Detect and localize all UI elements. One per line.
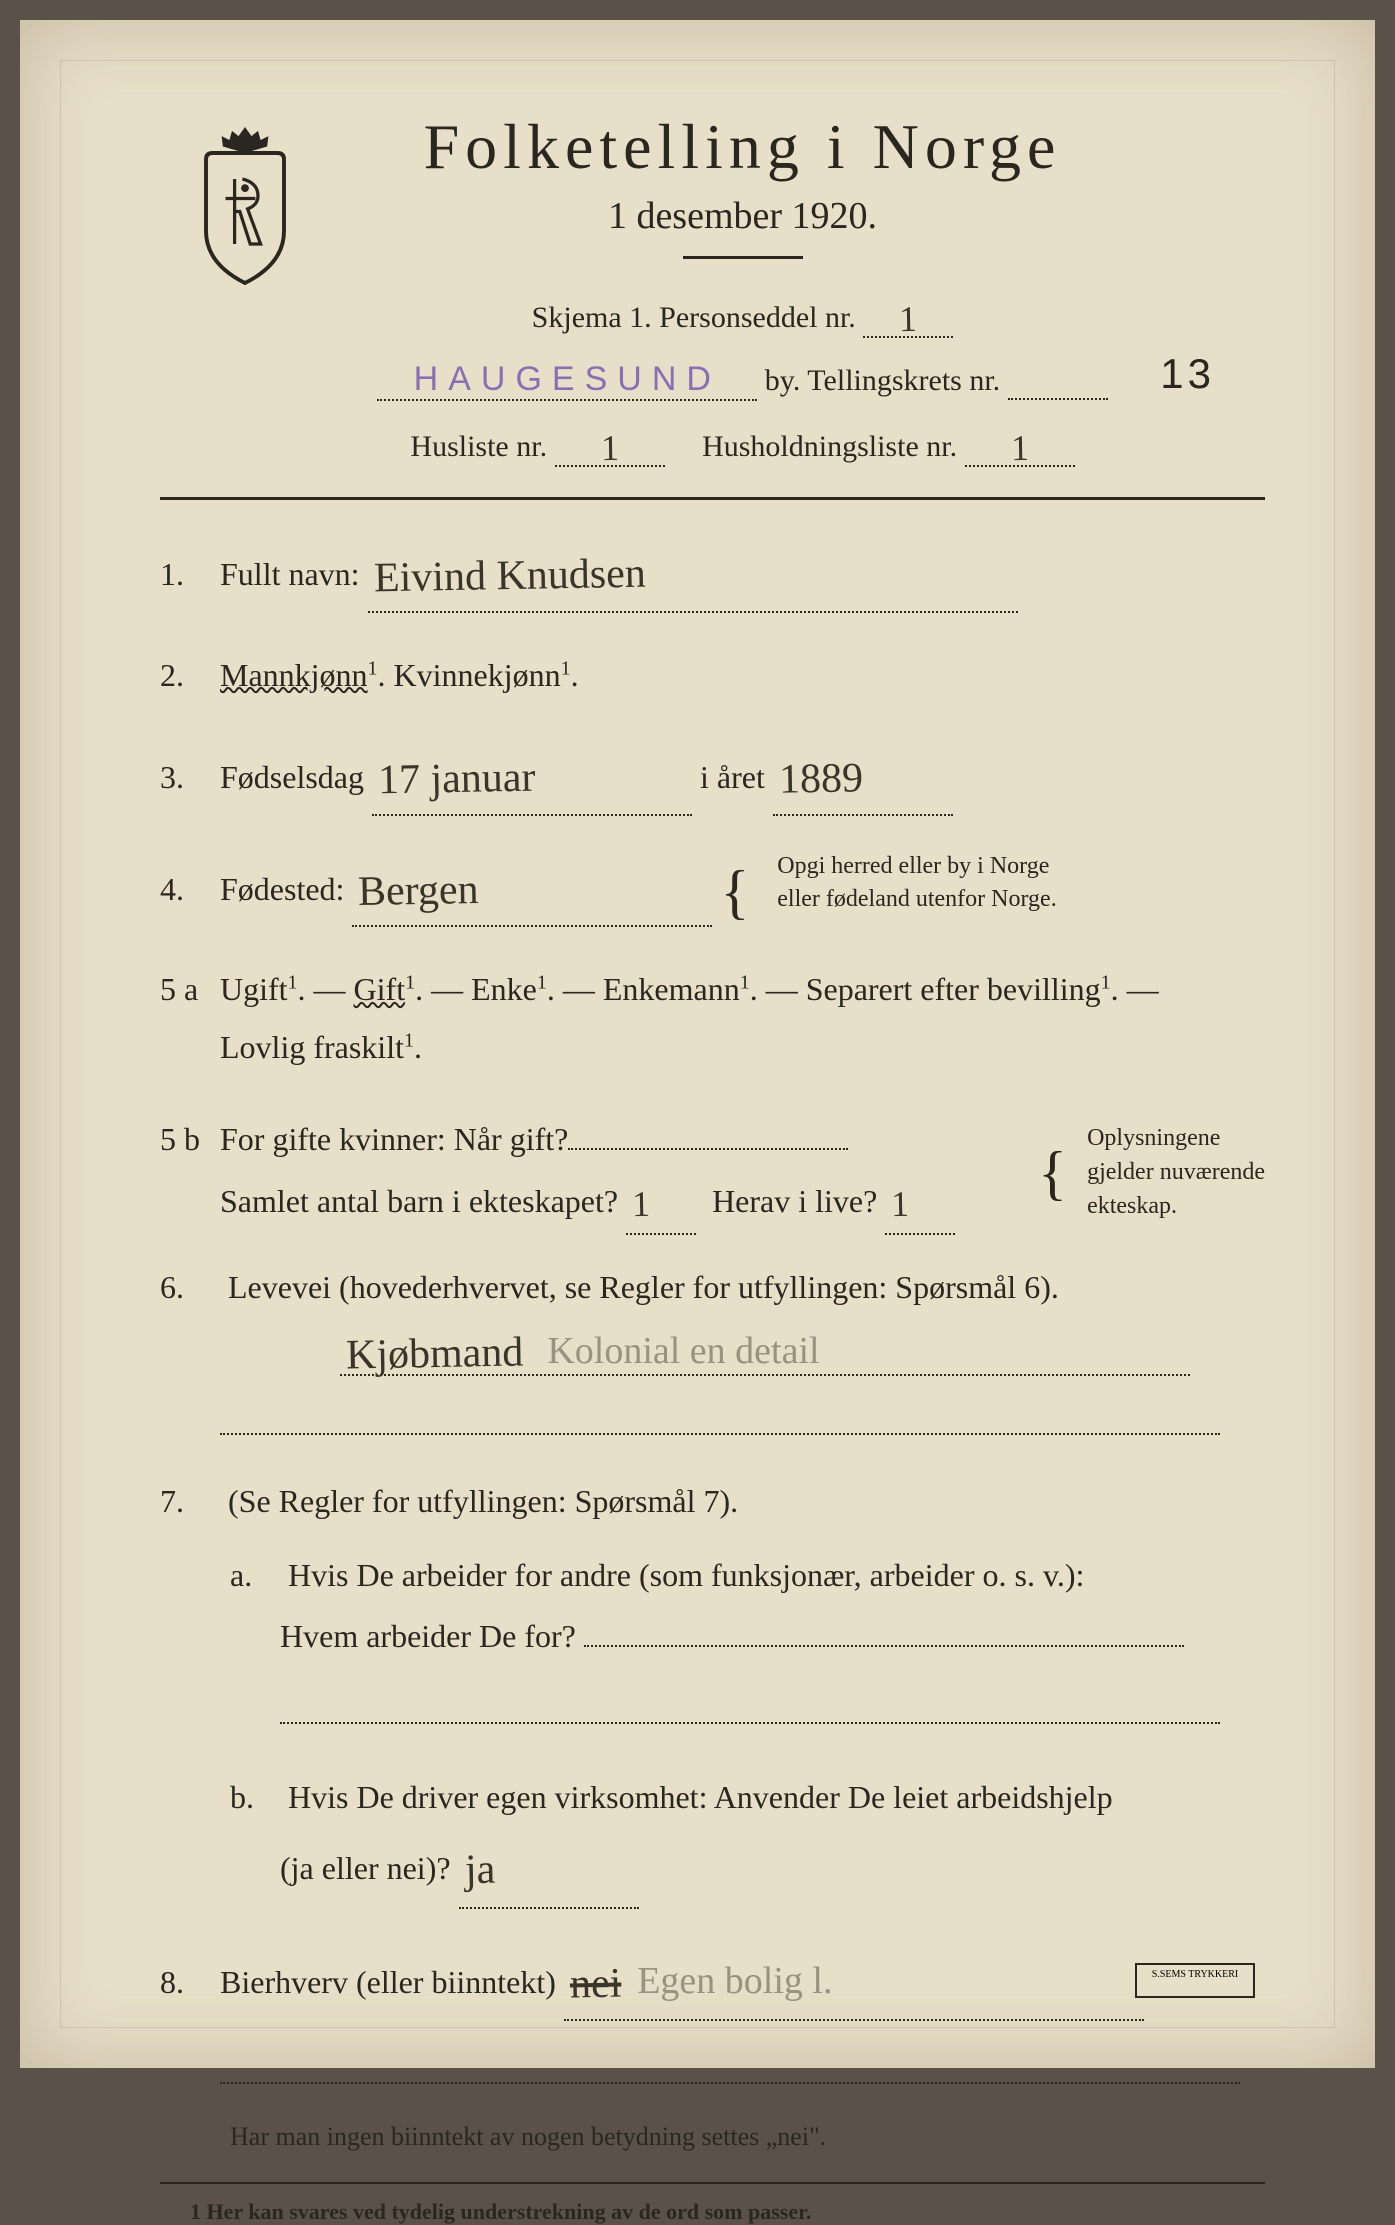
stamp-number: 13	[1160, 350, 1215, 398]
q2-mann: Mannkjønn	[220, 657, 368, 693]
husliste-label: Husliste nr.	[410, 430, 547, 463]
coat-of-arms-icon	[180, 120, 310, 290]
city-line: 13 HAUGESUND by. Tellingskrets nr.	[220, 360, 1265, 401]
q8-pencil: Egen bolig l.	[637, 1960, 832, 2002]
footnote-divider	[160, 2182, 1265, 2184]
q8-value: nei	[569, 1947, 622, 2023]
question-8: 8. Bierhverv (eller biinntekt) nei Egen …	[160, 1943, 1265, 2021]
q4-note: Opgi herred eller by i Norge eller fødel…	[777, 850, 1056, 917]
footnote: 1 Her kan svares ved tydelig understrekn…	[190, 2199, 1265, 2225]
q5a-sep: Separert efter bevilling	[806, 971, 1101, 1007]
q7a-letter: a.	[230, 1545, 280, 1606]
q5a-enkemann: Enkemann	[603, 971, 740, 1007]
q7b: b. Hvis De driver egen virksomhet: Anven…	[230, 1767, 1265, 1910]
footer-note: Har man ingen biinntekt av nogen betydni…	[230, 2122, 1265, 2152]
q4-label: Fødested:	[220, 871, 344, 907]
q5a-ugift: Ugift	[220, 971, 288, 1007]
main-title: Folketelling i Norge	[220, 110, 1265, 184]
q8-label: Bierhverv (eller biinntekt)	[220, 1964, 556, 2000]
question-7: 7. (Se Regler for utfyllingen: Spørsmål …	[160, 1483, 1265, 1909]
q7b-label: Hvis De driver egen virksomhet: Anvender…	[288, 1779, 1113, 1815]
q1-num: 1.	[160, 556, 220, 593]
q7-label: (Se Regler for utfyllingen: Spørsmål 7).	[228, 1483, 738, 1519]
questions-section: 1. Fullt navn: Eivind Knudsen 2. Mannkjø…	[160, 535, 1265, 2225]
q2-kvinne: Kvinnekjønn	[394, 657, 561, 693]
q7b-letter: b.	[230, 1767, 280, 1828]
q5b-note: Oplysningene gjelder nuværende ekteskap.	[1087, 1122, 1265, 1223]
q4-value: Bergen	[358, 853, 480, 931]
q1-value: Eivind Knudsen	[373, 537, 646, 617]
husholdning-value: 1	[1010, 427, 1029, 469]
census-form-page: Folketelling i Norge 1 desember 1920. Sk…	[20, 20, 1375, 2068]
q3-mid: i året	[700, 759, 765, 795]
q6-pencil: Kolonial en detail	[547, 1330, 819, 1372]
husliste-line: Husliste nr. 1 Husholdningsliste nr. 1	[220, 423, 1265, 467]
schema-label: Skjema 1. Personseddel nr.	[532, 301, 856, 334]
husliste-value: 1	[600, 427, 619, 469]
date-subtitle: 1 desember 1920.	[220, 194, 1265, 238]
brace-icon: {	[720, 877, 749, 907]
q3-year: 1889	[778, 741, 863, 818]
personseddel-value: 1	[899, 298, 918, 340]
q8-num: 8.	[160, 1964, 220, 2001]
question-2: 2. Mannkjønn1. Kvinnekjønn1.	[160, 647, 1265, 705]
q3-num: 3.	[160, 759, 220, 796]
q5b-val2: 1	[631, 1172, 650, 1237]
title-block: Folketelling i Norge 1 desember 1920. Sk…	[220, 110, 1265, 467]
q5b-label1: For gifte kvinner: Når gift?	[220, 1121, 568, 1157]
question-5a: 5 a Ugift1. — Gift1. — Enke1. — Enkemann…	[160, 961, 1265, 1076]
q7a-label2: Hvem arbeider De for?	[280, 1618, 576, 1654]
city-stamp: HAUGESUND	[414, 360, 721, 398]
q5b-num: 5 b	[160, 1121, 220, 1158]
q5a-num: 5 a	[160, 971, 220, 1008]
q5a-gift: Gift	[354, 971, 406, 1007]
question-4: 4. Fødested: Bergen { Opgi herred eller …	[160, 850, 1265, 928]
question-3: 3. Fødselsdag 17 januar i året 1889	[160, 738, 1265, 816]
section-divider	[160, 497, 1265, 500]
q3-label: Fødselsdag	[220, 759, 364, 795]
header: Folketelling i Norge 1 desember 1920. Sk…	[160, 110, 1265, 467]
question-1: 1. Fullt navn: Eivind Knudsen	[160, 535, 1265, 613]
q5b-label3: Herav i live?	[712, 1183, 877, 1219]
q3-day: 17 januar	[377, 741, 536, 819]
q1-label: Fullt navn:	[220, 556, 360, 592]
q7a-label: Hvis De arbeider for andre (som funksjon…	[288, 1557, 1084, 1593]
q6-num: 6.	[160, 1269, 220, 1306]
q7-num: 7.	[160, 1483, 220, 1520]
q7a: a. Hvis De arbeider for andre (som funks…	[230, 1545, 1265, 1667]
printer-mark: S.SEMS TRYKKERI	[1135, 1963, 1255, 1998]
question-5b: 5 b For gifte kvinner: Når gift? Samlet …	[160, 1111, 1265, 1235]
divider	[683, 256, 803, 259]
q6-label: Levevei (hovederhvervet, se Regler for u…	[228, 1269, 1059, 1305]
q5b-val3: 1	[891, 1172, 910, 1237]
q5a-enke: Enke	[471, 971, 537, 1007]
q7b-label2: (ja eller nei)?	[280, 1850, 451, 1886]
q5b-label2: Samlet antal barn i ekteskapet?	[220, 1183, 618, 1219]
q7b-value: ja	[464, 1831, 496, 1911]
husholdning-label: Husholdningsliste nr.	[702, 430, 957, 463]
q6-value: Kjøbmand	[346, 1328, 524, 1379]
brace-icon: {	[1038, 1158, 1067, 1188]
q5a-skilt: Lovlig fraskilt	[220, 1029, 404, 1065]
schema-line: Skjema 1. Personseddel nr. 1	[220, 294, 1265, 338]
q4-num: 4.	[160, 871, 220, 908]
city-suffix: by. Tellingskrets nr.	[765, 364, 1000, 397]
question-6: 6. Levevei (hovederhvervet, se Regler fo…	[160, 1269, 1265, 1443]
q2-num: 2.	[160, 657, 220, 694]
